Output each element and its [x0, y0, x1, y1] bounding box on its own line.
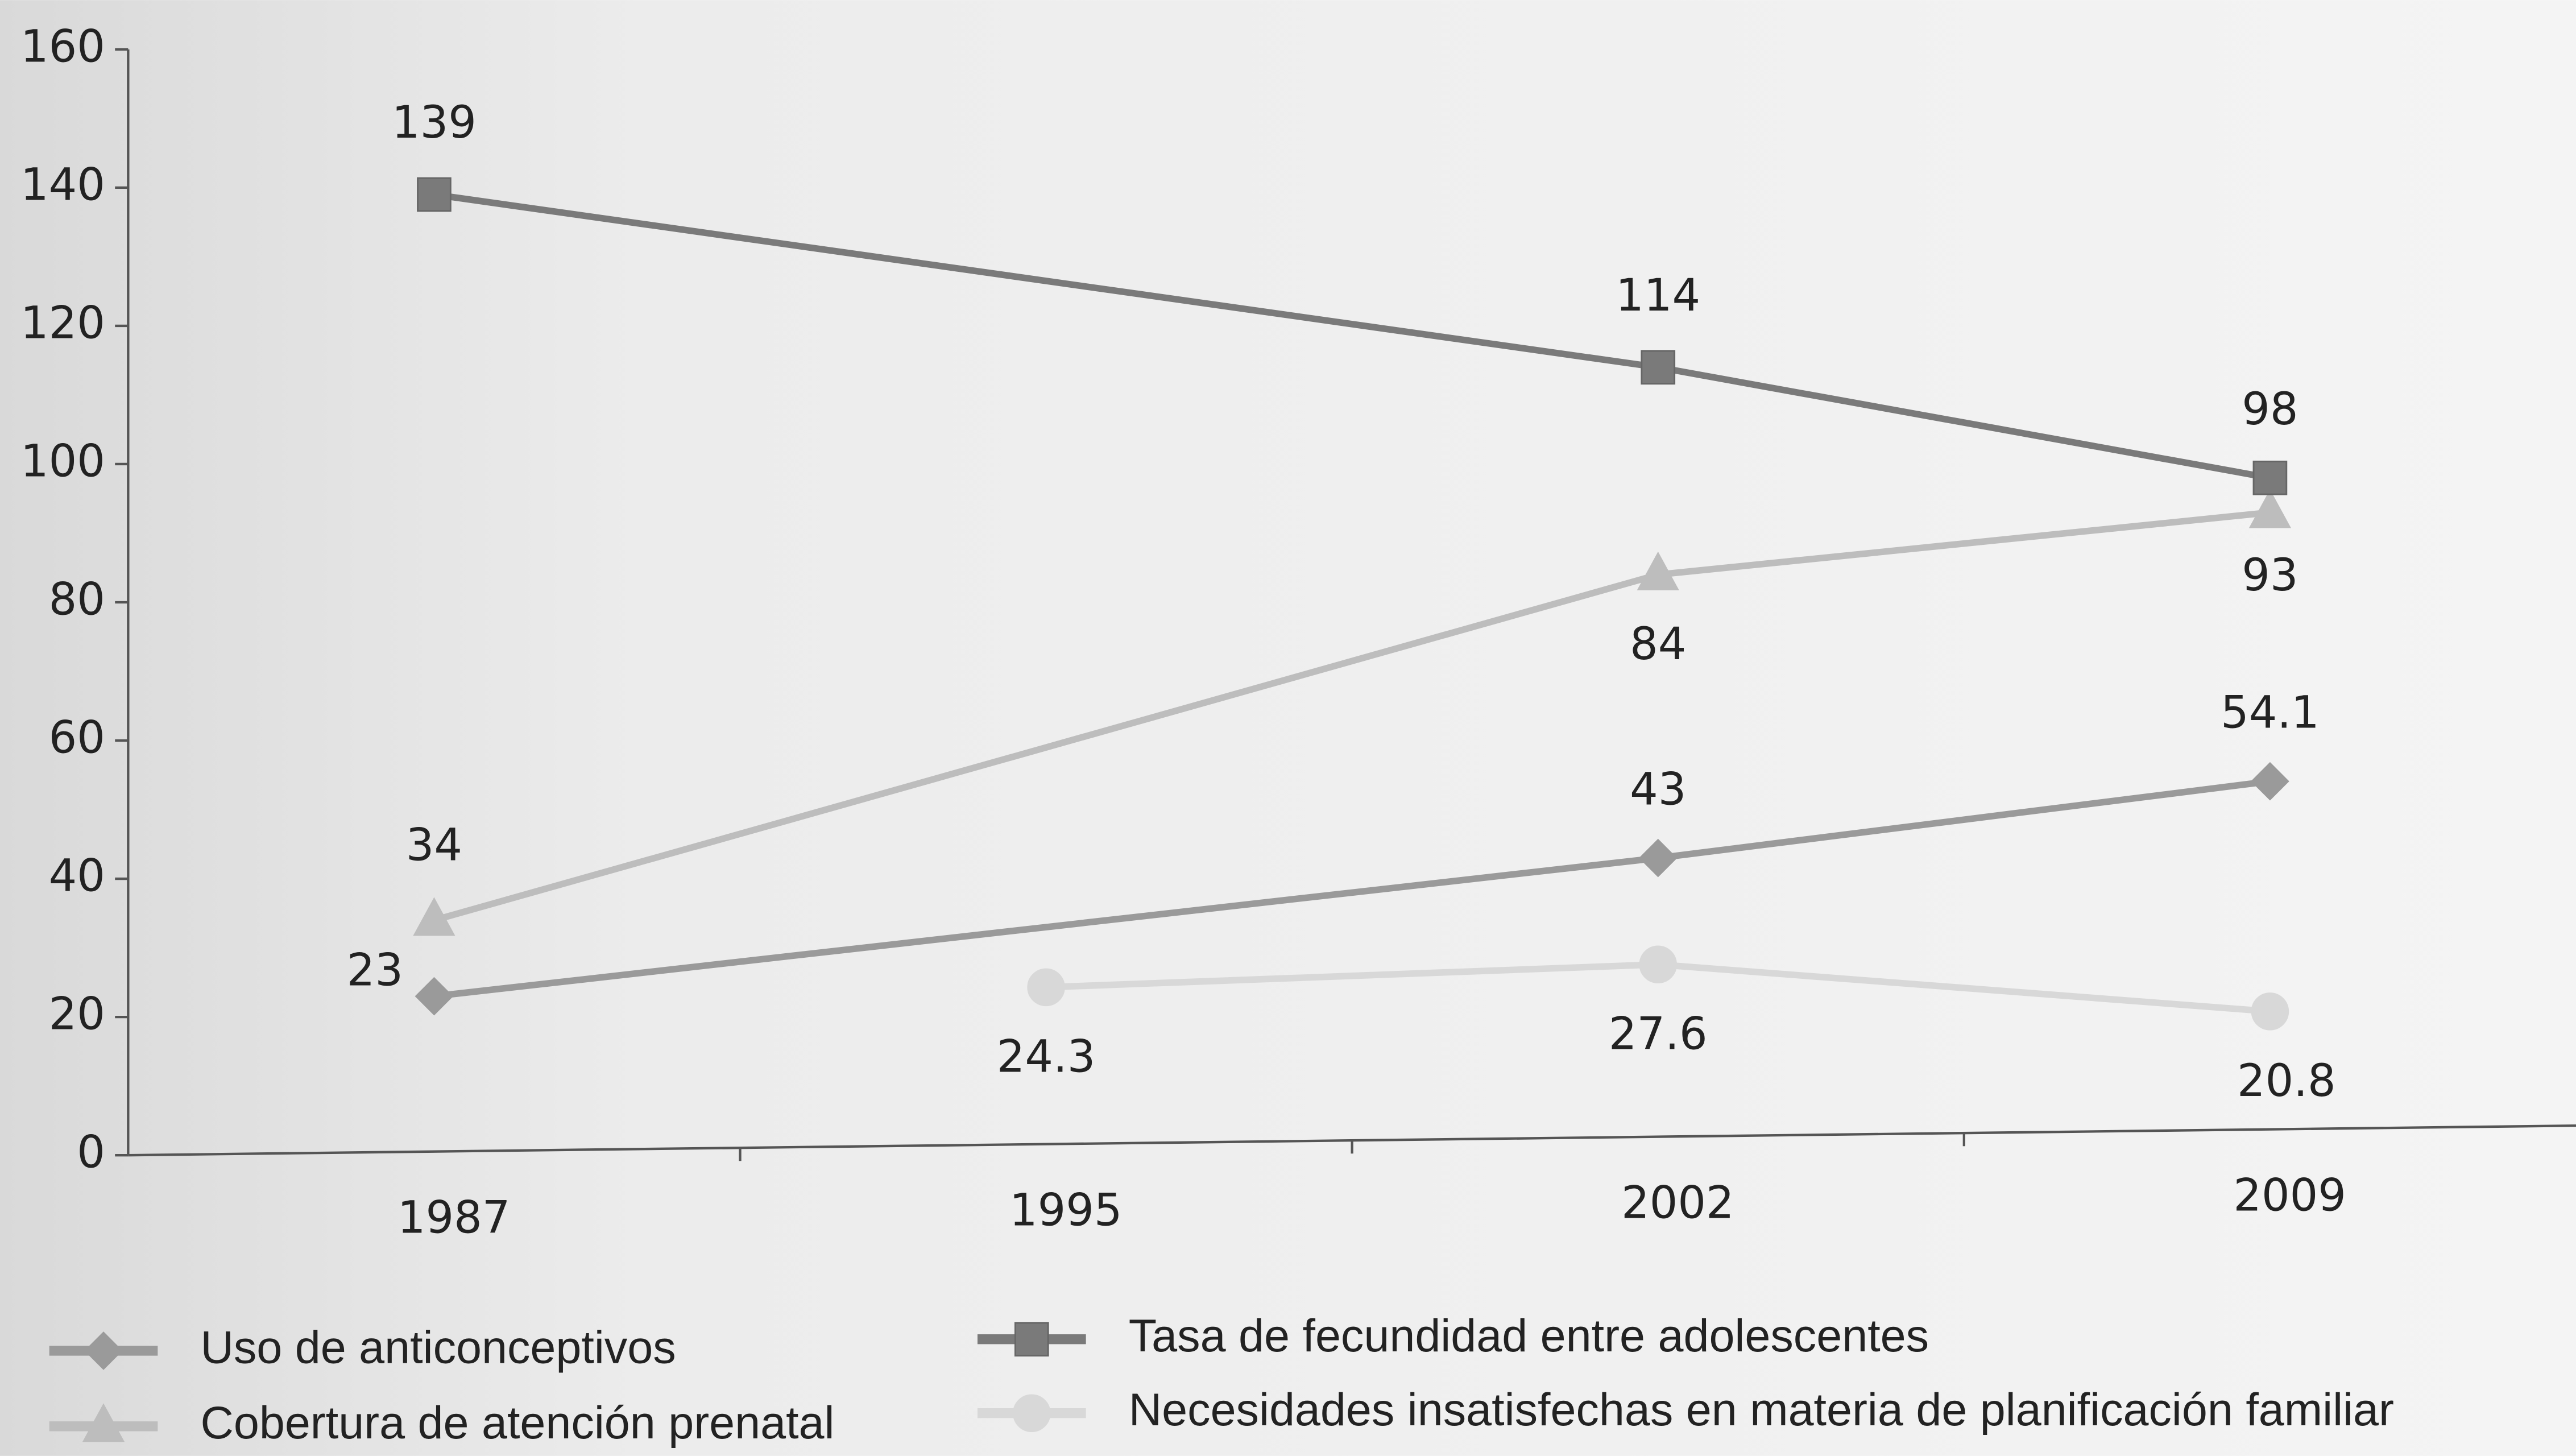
data-point	[1638, 838, 1678, 878]
data-point	[415, 977, 454, 1016]
data-point	[417, 177, 452, 212]
data-point	[1639, 945, 1677, 983]
data-point	[1641, 350, 1676, 385]
data-label: 84	[1630, 619, 1686, 670]
x-tick-label: 2009	[2233, 1170, 2346, 1221]
y-tick-label: 100	[20, 436, 105, 487]
y-tick-label: 60	[49, 713, 105, 764]
y-tick-label: 160	[20, 21, 105, 72]
data-label: 98	[2242, 384, 2298, 435]
data-label: 20.8	[2237, 1056, 2336, 1107]
data-point	[2251, 762, 2289, 801]
legend-label: Necesidades insatisfechas en materia de …	[1129, 1384, 2394, 1436]
data-label: 24.3	[997, 1031, 1096, 1082]
data-label: 23	[347, 945, 403, 996]
legend-marker	[1014, 1322, 1049, 1357]
data-label: 114	[1616, 270, 1700, 321]
data-label: 43	[1630, 764, 1686, 816]
data-label: 27.6	[1609, 1008, 1708, 1060]
legend-marker	[82, 1403, 125, 1442]
x-tick-label: 1995	[1009, 1185, 1123, 1236]
data-point	[2251, 992, 2289, 1031]
data-label: 139	[392, 97, 477, 148]
data-point	[2252, 460, 2288, 495]
legend-label: Tasa de fecundidad entre adolescentes	[1129, 1310, 1929, 1362]
y-tick-label: 20	[49, 989, 105, 1040]
data-point	[2248, 489, 2292, 528]
x-tick-label: 2002	[1621, 1177, 1734, 1228]
legend-marker	[84, 1331, 123, 1370]
data-label: 34	[406, 820, 462, 871]
y-tick-label: 0	[77, 1127, 105, 1178]
data-point	[413, 897, 455, 936]
y-tick-label: 120	[20, 297, 105, 349]
legend-label: Uso de anticonceptivos	[200, 1322, 676, 1373]
data-label: 54.1	[2221, 688, 2320, 739]
data-point	[1637, 551, 1679, 590]
data-point	[1027, 968, 1065, 1007]
y-tick-label: 40	[49, 851, 105, 902]
x-tick-label: 1987	[397, 1192, 511, 1243]
y-tick-label: 140	[20, 159, 105, 210]
y-tick-label: 80	[49, 574, 105, 625]
legend-label: Cobertura de atención prenatal	[200, 1397, 834, 1449]
data-label: 93	[2242, 550, 2298, 601]
legend-marker	[1013, 1394, 1051, 1432]
